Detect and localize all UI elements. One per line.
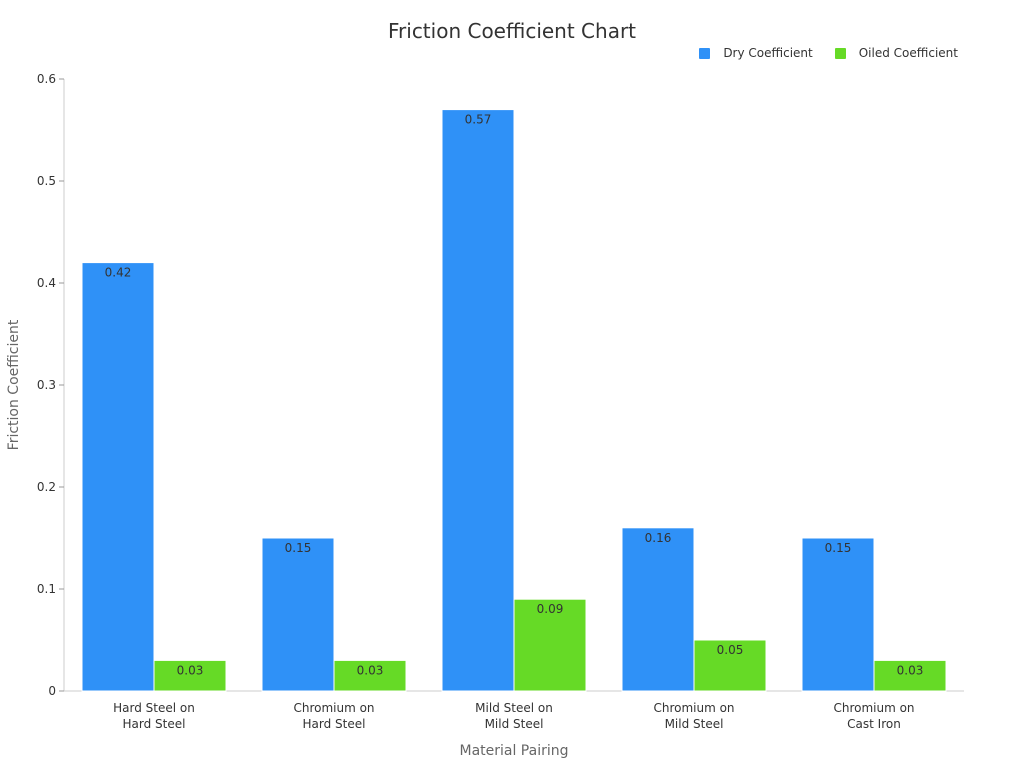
chart-title: Friction Coefficient Chart: [387, 19, 637, 43]
legend: Dry Coefficient Oiled Coefficient: [699, 46, 958, 60]
bar-dry: [261, 537, 335, 692]
x-category-label: Hard Steel on Hard Steel: [113, 701, 195, 731]
data-label: 0.15: [825, 541, 852, 555]
x-category-label: Chromium on Hard Steel: [293, 701, 374, 731]
legend-item-oiled[interactable]: Oiled Coefficient: [834, 46, 958, 60]
y-tick-label: 0.5: [37, 174, 56, 188]
y-axis-title: Friction Coefficient: [6, 319, 22, 450]
y-tick-label: 0.6: [37, 72, 56, 86]
legend-swatch-dry: [699, 47, 711, 59]
x-category-label: Mild Steel on Mild Steel: [475, 701, 553, 731]
bar-oiled: [873, 659, 947, 692]
data-label: 0.05: [717, 643, 744, 657]
bar-oiled: [153, 659, 227, 692]
legend-item-dry[interactable]: Dry Coefficient: [699, 46, 813, 60]
bar-oiled: [333, 659, 407, 692]
data-label: 0.03: [357, 663, 384, 677]
bar-dry: [441, 109, 515, 692]
bar-oiled: [693, 639, 767, 692]
legend-swatch-oiled: [834, 47, 846, 59]
data-label: 0.16: [645, 531, 672, 545]
y-tick-label: 0.2: [37, 480, 56, 494]
legend-label-dry: Dry Coefficient: [723, 46, 813, 60]
data-label: 0.03: [897, 663, 924, 677]
bar-oiled: [513, 598, 587, 692]
data-label: 0.09: [537, 602, 564, 616]
legend-label-oiled: Oiled Coefficient: [858, 46, 958, 60]
x-category-label: Chromium on Cast Iron: [833, 701, 914, 731]
y-tick-label: 0.3: [37, 378, 56, 392]
x-category-label: Chromium on Mild Steel: [653, 701, 734, 731]
y-tick-label: 0.4: [37, 276, 56, 290]
y-tick-label: 0.1: [37, 582, 56, 596]
data-label: 0.42: [105, 266, 132, 280]
data-label: 0.03: [177, 663, 204, 677]
x-axis-title: Material Pairing: [459, 743, 568, 759]
bar-dry: [621, 527, 695, 692]
bar-dry: [801, 537, 875, 692]
y-tick-label: 0: [48, 684, 56, 698]
bar-dry: [81, 262, 155, 692]
data-label: 0.15: [285, 541, 312, 555]
data-label: 0.57: [465, 113, 492, 127]
